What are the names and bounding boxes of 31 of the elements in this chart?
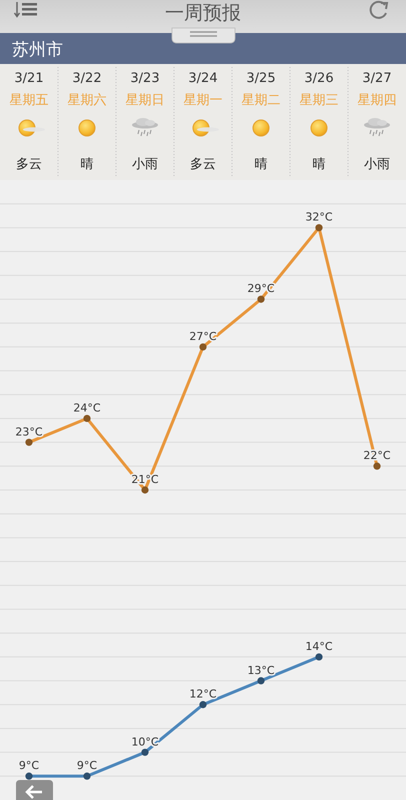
x-tick-label: 3/22 — [72, 71, 102, 86]
text: 小雨 — [132, 157, 158, 172]
x-tick-label: 3/24 — [188, 71, 218, 86]
x-tick-label: 3/27 — [362, 71, 392, 86]
x-tick-label: 3/21 — [14, 71, 44, 86]
data-label: 9°C — [18, 759, 40, 772]
data-label: 23°C — [15, 425, 43, 438]
data-label: 12°C — [189, 688, 217, 701]
chart-title: 一周预报 — [165, 2, 241, 24]
data-label: 14°C — [305, 640, 333, 653]
x-tick-label: 3/25 — [246, 71, 276, 86]
data-label: 9°C — [76, 759, 98, 772]
text: 晴 — [80, 157, 94, 172]
text: 星期四 — [358, 93, 396, 108]
data-label: 32°C — [305, 210, 333, 224]
x-tick-label: 3/26 — [304, 71, 334, 86]
data-label: 24°C — [73, 401, 101, 414]
text: 星期一 — [184, 93, 222, 108]
x-tick-label: 3/23 — [130, 71, 160, 86]
text: 星期三 — [300, 93, 338, 108]
text: 晴 — [312, 157, 326, 172]
chart-subtitle: 苏州市 — [12, 40, 63, 60]
text: 小雨 — [364, 157, 390, 172]
data-label: 13°C — [247, 664, 275, 677]
text: 多云 — [190, 157, 216, 172]
text: 星期二 — [242, 93, 280, 108]
text: 星期五 — [10, 93, 48, 108]
text: 星期日 — [126, 93, 164, 108]
text: 多云 — [16, 157, 42, 172]
text: 晴 — [254, 157, 268, 172]
text: 星期六 — [68, 93, 106, 108]
